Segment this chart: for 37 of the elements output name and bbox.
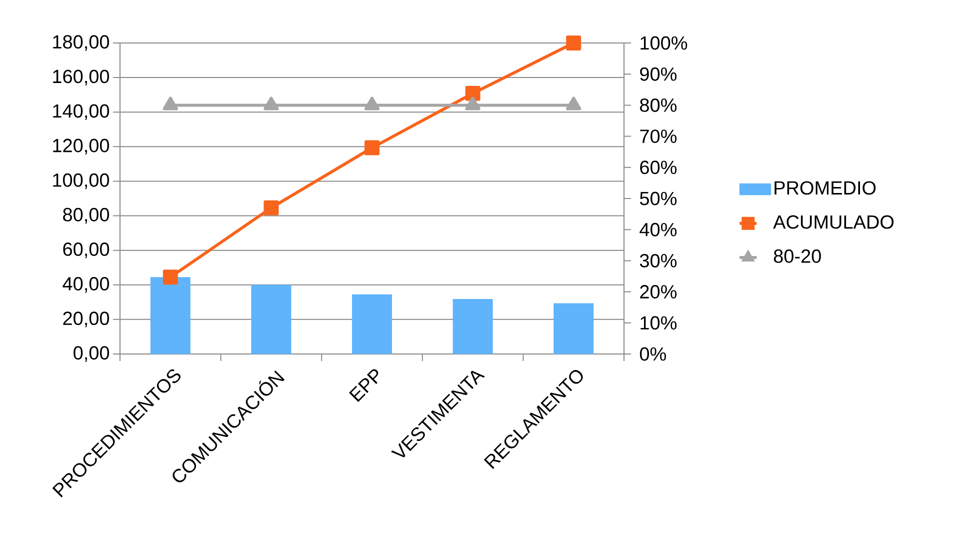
y2-tick-label: 30% [640,254,677,268]
y-tick-label: 20,00 [63,312,110,328]
y-tick-label: 160,00 [53,70,110,86]
point [364,140,380,156]
y2-tick-label: 90% [640,67,677,81]
y-tick-label: 0,00 [74,346,110,362]
y2-tick-label: 10% [640,316,677,330]
bar [352,294,392,354]
y-tick-label: 120,00 [53,138,110,155]
y-tick-label: 180,00 [53,35,110,51]
y-tick-label: 80,00 [63,208,110,224]
bar [150,277,190,354]
y2-tick-label: 50% [640,192,677,206]
point [264,96,279,110]
y2-tick-label: 80% [640,98,677,112]
y2-tick-label: 40% [640,222,677,236]
bar [251,284,292,354]
point [364,96,380,110]
y-tick-label: 100,00 [53,173,110,190]
y2-tick-label: 70% [640,130,677,144]
y-tick-label: 140,00 [53,104,110,120]
y-tick-label: 60,00 [63,242,110,258]
legend-label: 80-20 [774,249,821,263]
y2-tick-label: 100% [640,36,688,50]
y-tick-label: 40,00 [62,277,110,293]
bar [452,299,493,354]
point [162,96,178,110]
y2-tick-label: 0% [640,347,666,361]
bar [554,303,594,354]
point [465,96,480,110]
point [264,200,279,216]
y2-tick-label: 60% [640,160,677,174]
point [162,270,178,285]
point [566,96,582,110]
legend-label: ACUMULADO [773,215,894,229]
legend-label: PROMEDIO [774,181,876,195]
y2-tick-label: 20% [640,285,677,299]
